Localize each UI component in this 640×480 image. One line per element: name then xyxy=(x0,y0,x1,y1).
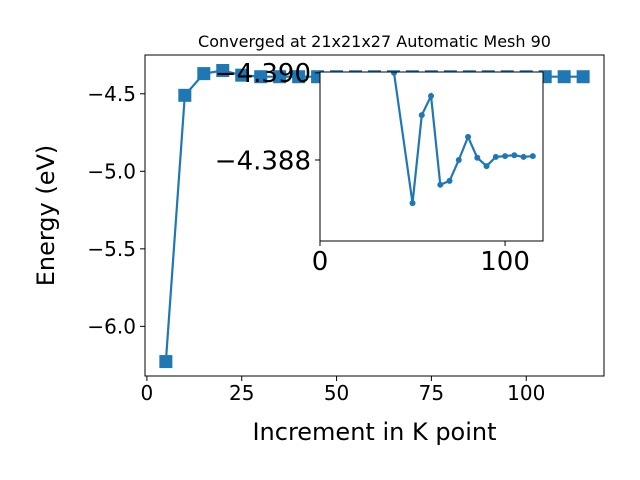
x-tick-label: 100 xyxy=(507,381,545,405)
x-tick-label: 0 xyxy=(312,247,329,277)
marker xyxy=(216,64,230,78)
y-axis-label: Energy (eV) xyxy=(32,145,60,287)
marker xyxy=(437,181,444,188)
y-tick-label: −4.388 xyxy=(215,146,311,176)
chart-title: Converged at 21x21x27 Automatic Mesh 90 xyxy=(198,32,551,51)
x-tick-label: 75 xyxy=(419,381,444,405)
x-tick-label: 25 xyxy=(229,381,254,405)
marker xyxy=(492,153,499,160)
marker xyxy=(235,68,249,82)
x-tick-label: 50 xyxy=(324,381,349,405)
axes: 0 100 −4.390 −4.388 xyxy=(215,59,544,277)
y-tick-label: −5.0 xyxy=(87,160,136,184)
marker xyxy=(474,154,481,161)
marker xyxy=(465,133,472,140)
axes-frame xyxy=(319,71,544,242)
x-tick-label: 0 xyxy=(141,381,154,405)
y-tick-label: −4.5 xyxy=(87,82,136,106)
marker xyxy=(520,153,527,160)
marker xyxy=(511,152,518,159)
x-tick-label: 100 xyxy=(480,247,530,277)
marker xyxy=(483,163,490,170)
marker xyxy=(557,70,571,84)
marker xyxy=(391,72,398,76)
marker xyxy=(254,70,268,84)
marker xyxy=(529,153,536,160)
y-tick-label: −5.5 xyxy=(87,237,136,261)
marker xyxy=(576,70,590,84)
marker xyxy=(273,70,287,84)
marker xyxy=(428,92,435,99)
marker xyxy=(418,112,425,119)
plot-area xyxy=(391,72,536,207)
marker xyxy=(446,177,453,184)
marker xyxy=(502,153,509,160)
marker xyxy=(197,67,211,81)
marker xyxy=(292,70,306,84)
y-tick-label: −4.390 xyxy=(215,59,311,89)
axes-frame xyxy=(144,54,605,377)
x-axis-label: Increment in K point xyxy=(252,418,496,446)
y-tick-label: −6.0 xyxy=(87,315,136,339)
marker xyxy=(178,88,192,102)
marker xyxy=(159,355,173,369)
marker xyxy=(455,156,462,163)
marker xyxy=(409,200,416,207)
